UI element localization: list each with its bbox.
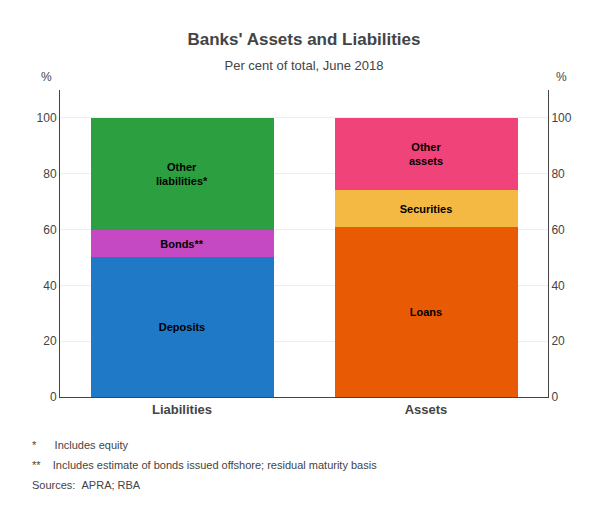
svg-text:0: 0: [551, 390, 558, 404]
svg-text:0: 0: [50, 390, 57, 404]
svg-text:** Includes estimate of bon: ** Includes estimate of bonds issued off…: [32, 459, 377, 471]
svg-text:Deposits: Deposits: [159, 321, 205, 333]
svg-text:40: 40: [551, 279, 565, 293]
svg-text:Bonds**: Bonds**: [160, 238, 204, 250]
svg-text:80: 80: [551, 167, 565, 181]
svg-text:20: 20: [43, 334, 57, 348]
svg-text:60: 60: [43, 223, 57, 237]
svg-text:80: 80: [43, 167, 57, 181]
svg-text:Per cent of total, June 2018: Per cent of total, June 2018: [225, 58, 384, 73]
svg-text:Otherliabilities*: Otherliabilities*: [156, 161, 208, 187]
svg-text:Banks' Assets and Liabilities: Banks' Assets and Liabilities: [188, 30, 421, 49]
svg-text:40: 40: [43, 279, 57, 293]
svg-text:Liabilities: Liabilities: [152, 402, 212, 417]
svg-text:60: 60: [551, 223, 565, 237]
svg-text:* Includes equity: * Includes equity: [32, 439, 128, 451]
svg-text:100: 100: [37, 111, 57, 125]
svg-text:%: %: [41, 70, 52, 84]
svg-text:Sources: APRA; RBA: Sources: APRA; RBA: [32, 479, 141, 491]
svg-text:100: 100: [551, 111, 571, 125]
svg-text:20: 20: [551, 334, 565, 348]
svg-text:Otherassets: Otherassets: [409, 141, 443, 167]
svg-text:Loans: Loans: [410, 306, 442, 318]
svg-text:Assets: Assets: [405, 402, 448, 417]
svg-text:Securities: Securities: [400, 203, 453, 215]
svg-text:%: %: [556, 70, 567, 84]
